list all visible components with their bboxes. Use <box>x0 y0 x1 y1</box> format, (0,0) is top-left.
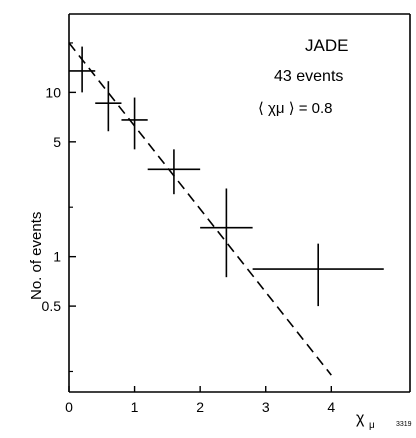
x-axis-label: χ <box>356 410 365 427</box>
data-point <box>95 81 122 132</box>
data-points <box>69 46 384 307</box>
mean-label: ⟨ χμ ⟩ = 0.8 <box>258 100 333 117</box>
events-label: 43 events <box>274 68 343 85</box>
y-tick-label: 5 <box>53 134 61 150</box>
data-point <box>147 149 201 195</box>
experiment-label: JADE <box>305 36 348 55</box>
x-tick-label: 2 <box>196 399 204 415</box>
x-ticks: 0 1 2 3 4 <box>65 386 335 415</box>
y-tick-label: 10 <box>45 84 61 100</box>
x-tick-label: 1 <box>131 399 139 415</box>
plot-frame <box>68 13 411 393</box>
corner-label: 3319 <box>396 421 412 428</box>
data-point <box>69 46 96 93</box>
fit-line-group <box>68 42 332 376</box>
data-point <box>252 243 384 307</box>
y-tick-label: 1 <box>53 249 61 265</box>
data-point <box>200 188 253 278</box>
data-point <box>121 97 148 150</box>
x-tick-label: 3 <box>262 399 270 415</box>
x-tick-label: 4 <box>327 399 335 415</box>
y-ticks: 10 5 1 0.5 <box>42 42 76 373</box>
fit-line <box>68 42 332 376</box>
x-tick-label: 0 <box>65 399 73 415</box>
y-axis-label: No. of events <box>28 212 45 300</box>
y-tick-label: 0.5 <box>42 298 62 314</box>
x-axis-label-subscript: μ <box>369 420 375 431</box>
